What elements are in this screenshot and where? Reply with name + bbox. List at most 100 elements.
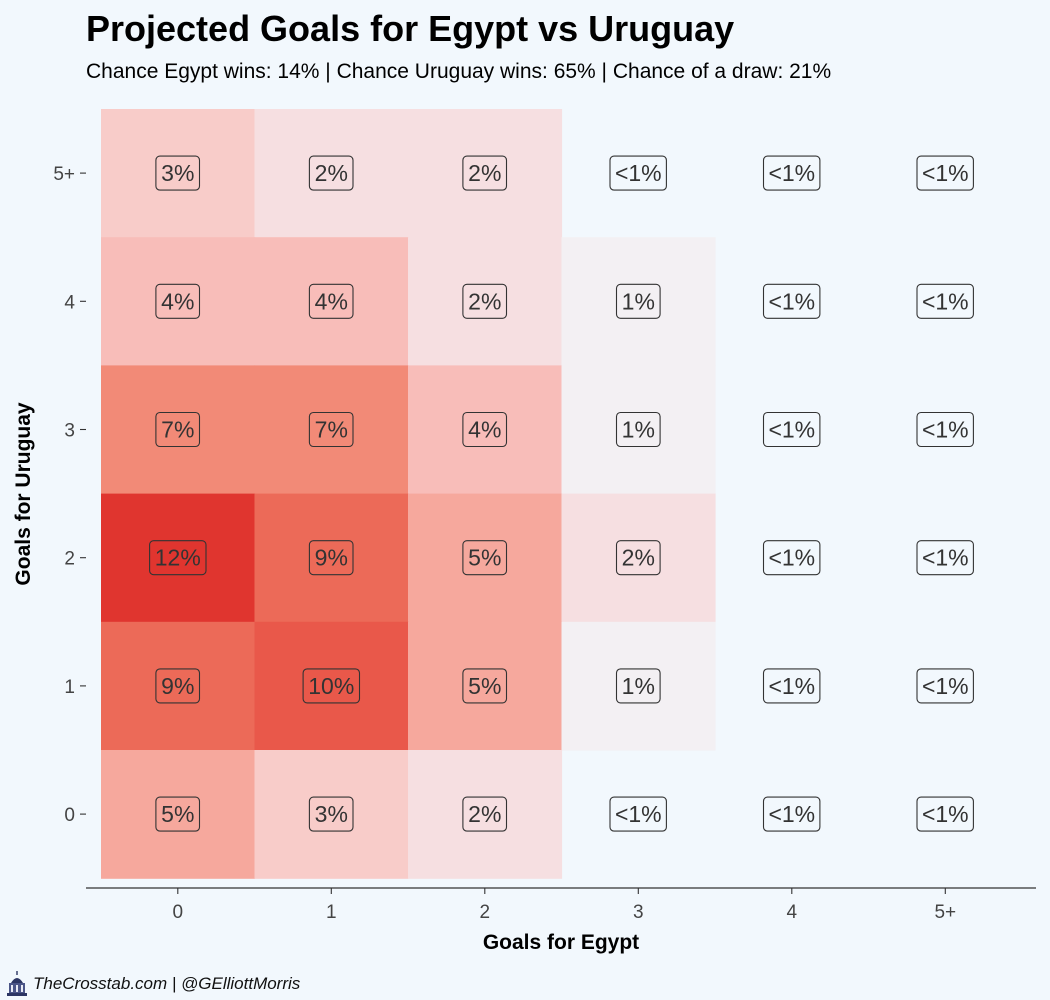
cell-label: <1%	[762, 796, 821, 832]
cell-label-box	[462, 796, 508, 832]
cell-label-text: 5%	[468, 673, 501, 699]
cell-label-text: 1%	[622, 288, 655, 314]
x-tick-label: 0	[173, 902, 184, 923]
cell-label-box	[609, 796, 667, 832]
heatmap-cell	[254, 365, 409, 495]
heatmap-cell	[561, 493, 716, 623]
cell-label-text: <1%	[768, 417, 815, 443]
x-axis-title: Goals for Egypt	[483, 931, 639, 954]
y-tick-label: 1	[64, 677, 75, 698]
y-axis-ticks: 0 1 2 3 4 5+	[53, 164, 86, 826]
heatmap-cell	[254, 621, 409, 751]
cell-label-text: 9%	[315, 545, 348, 571]
cell-label: <1%	[762, 540, 821, 576]
cell-label: 1%	[615, 668, 661, 704]
cell-label: 7%	[308, 411, 354, 448]
cell-label-text: <1%	[922, 417, 969, 443]
cell-label-text: 2%	[468, 801, 501, 827]
cell-label-box	[308, 796, 354, 832]
cell-label-box	[762, 283, 821, 319]
cell-label-box	[308, 411, 354, 448]
cell-label-box	[462, 668, 508, 704]
cell-label-box	[302, 668, 361, 704]
heatmap-cells	[101, 109, 716, 879]
cell-label-text: 2%	[468, 160, 501, 186]
cell-label-text: <1%	[768, 801, 815, 827]
cell-label-text: 12%	[155, 545, 201, 571]
cell-label-box	[308, 155, 354, 191]
cell-label-text: 3%	[315, 801, 348, 827]
footer-credit: TheCrosstab.com | @GElliottMorris	[33, 974, 301, 993]
x-tick-label: 1	[326, 902, 337, 923]
heatmap-cell	[408, 365, 563, 495]
cell-label-box	[462, 411, 508, 448]
cell-label: 2%	[308, 155, 354, 191]
cell-label-box	[762, 668, 821, 704]
cell-label: 5%	[462, 668, 508, 704]
heatmap-cell	[254, 237, 409, 366]
cell-label-box	[155, 155, 201, 191]
cell-label-text: 7%	[161, 417, 194, 443]
cell-label-box	[762, 155, 821, 191]
cell-label: 1%	[615, 283, 661, 319]
cell-label-text: <1%	[768, 160, 815, 186]
cell-label: 4%	[308, 283, 354, 319]
cell-label-text: 4%	[468, 417, 501, 443]
cell-label: <1%	[916, 796, 974, 832]
heatmap-cell	[408, 750, 563, 879]
cell-label-text: <1%	[615, 801, 662, 827]
cell-label-text: 2%	[315, 160, 348, 186]
cell-label-text: 2%	[622, 545, 655, 571]
cell-label-text: 1%	[622, 417, 655, 443]
cell-label-box	[615, 668, 661, 704]
cell-label: 1%	[615, 411, 661, 448]
cell-label: 9%	[155, 668, 201, 704]
heatmap-cell	[254, 493, 409, 623]
footer: TheCrosstab.com | @GElliottMorris	[0, 966, 1050, 1000]
cell-labels: 3% 2% 2% <1% <1% <1% 4% 4% 2% 1% <1% <1% 7% 7% 4% 1% <1%…	[149, 155, 974, 832]
cell-label-text: <1%	[922, 801, 969, 827]
cell-label: <1%	[762, 155, 821, 191]
cell-label: 2%	[615, 540, 661, 576]
heatmap-cell	[101, 750, 256, 879]
cell-label-text: <1%	[768, 288, 815, 314]
cell-label-text: <1%	[922, 288, 969, 314]
chart-title: Projected Goals for Egypt vs Uruguay	[86, 8, 735, 49]
cell-label-box	[615, 283, 661, 319]
heatmap-cell	[408, 621, 563, 751]
heatmap-cell	[101, 365, 256, 495]
cell-label-text: 1%	[622, 673, 655, 699]
cell-label-text: <1%	[615, 160, 662, 186]
y-tick-label: 4	[64, 292, 75, 313]
cell-label: 3%	[308, 796, 354, 832]
y-tick-label: 5+	[53, 164, 75, 185]
heatmap-cell	[408, 493, 563, 623]
cell-label-text: 4%	[161, 288, 194, 314]
cell-label-text: 2%	[468, 288, 501, 314]
cell-label: 4%	[155, 283, 201, 319]
heatmap-cell	[408, 109, 563, 238]
cell-label: 4%	[462, 411, 508, 448]
cell-label-box	[155, 668, 201, 704]
cell-label: 2%	[462, 155, 508, 191]
x-tick-label: 3	[633, 902, 644, 923]
cell-label-box	[308, 283, 354, 319]
heatmap-cell	[254, 109, 409, 238]
cell-label-text: 9%	[161, 673, 194, 699]
cell-label: 9%	[308, 540, 354, 576]
cell-label-text: 3%	[161, 160, 194, 186]
cell-label-text: <1%	[922, 160, 969, 186]
cell-label-text: 4%	[315, 288, 348, 314]
y-tick-label: 3	[64, 421, 75, 442]
heatmap-cell	[101, 621, 256, 751]
cell-label-box	[155, 411, 201, 448]
cell-label-text: <1%	[768, 545, 815, 571]
heatmap-cell	[561, 365, 716, 495]
cell-label: <1%	[609, 796, 667, 832]
x-axis-ticks: 0 1 2 3 4 5+	[173, 888, 956, 923]
cell-label: <1%	[916, 283, 974, 319]
cell-label-text: <1%	[922, 545, 969, 571]
x-tick-label: 2	[480, 902, 491, 923]
heatmap-cell	[101, 109, 256, 238]
x-tick-label: 4	[787, 902, 798, 923]
